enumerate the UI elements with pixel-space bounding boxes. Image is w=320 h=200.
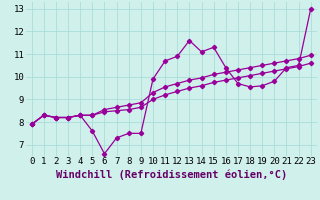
X-axis label: Windchill (Refroidissement éolien,°C): Windchill (Refroidissement éolien,°C) <box>56 169 287 180</box>
